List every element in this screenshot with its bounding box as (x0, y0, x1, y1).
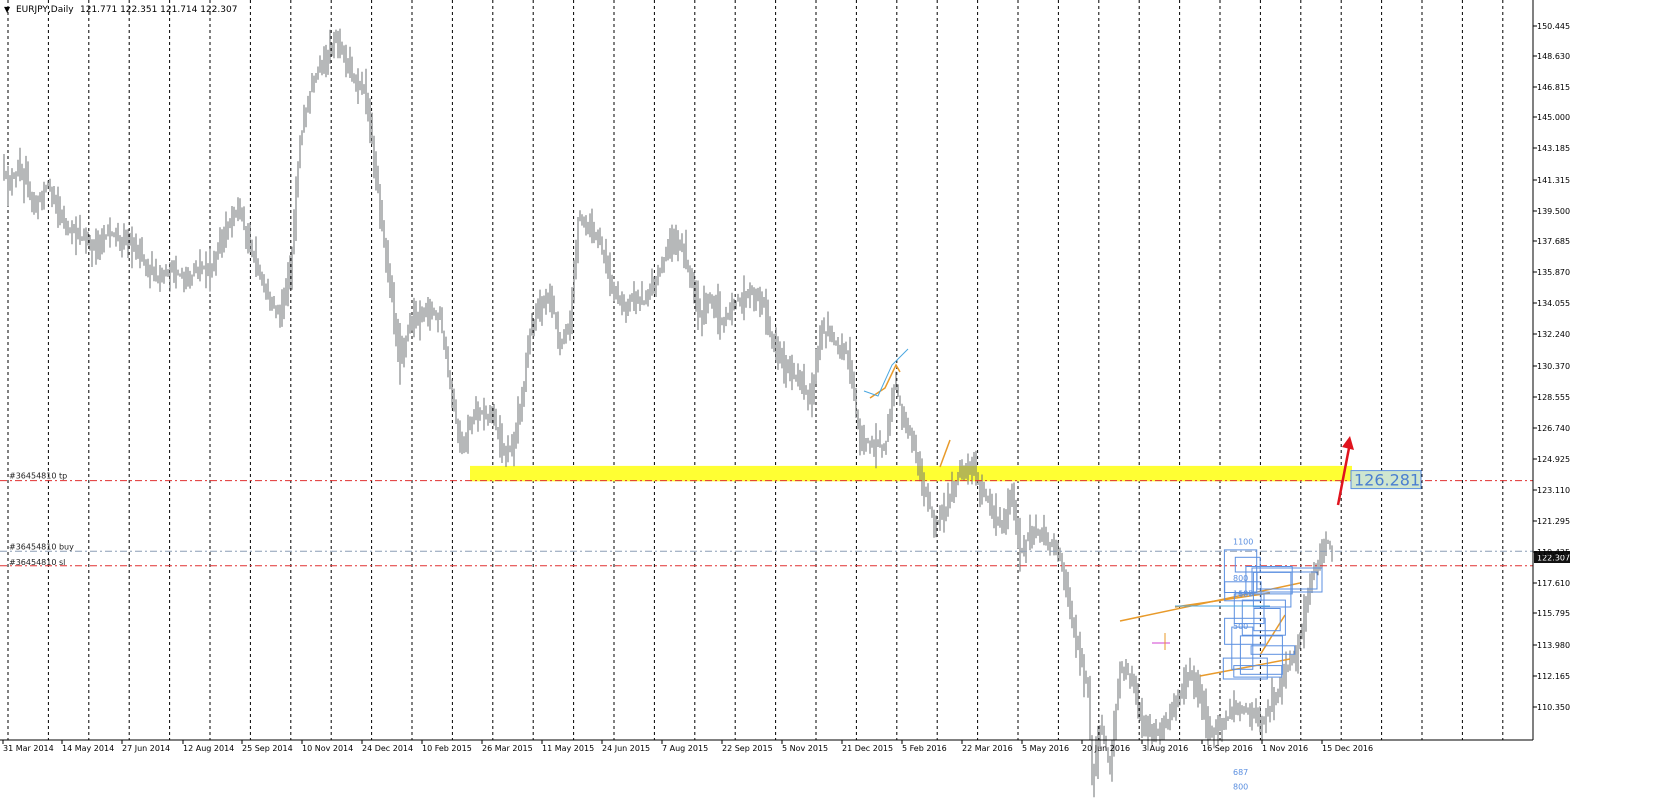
fib-level-label: 800 (1233, 574, 1248, 583)
price-tick-label: 148.630 (1537, 52, 1570, 61)
fib-level-label: 1100 (1233, 538, 1253, 547)
fib-level-label: 687 (1238, 590, 1253, 599)
swing-line[interactable] (869, 363, 901, 399)
level-label-sl: #36454810 sl (9, 558, 65, 567)
time-tick-label: 22 Mar 2016 (962, 744, 1013, 753)
fib-level-box[interactable] (1241, 599, 1286, 636)
fib-level-box[interactable] (1250, 645, 1296, 655)
time-tick-label: 16 Sep 2016 (1202, 744, 1253, 753)
bid-price-box (1534, 551, 1570, 563)
fib-level-box[interactable] (1251, 567, 1323, 593)
time-tick-label: 15 Dec 2016 (1322, 744, 1373, 753)
price-tick-label: 135.870 (1537, 268, 1570, 277)
time-tick-label: 24 Jun 2015 (602, 744, 650, 753)
menu-arrow-icon[interactable]: ▼ (4, 5, 11, 14)
fib-level-box[interactable] (1233, 665, 1283, 678)
price-tick-label: 117.610 (1537, 579, 1570, 588)
target-arrow-icon (1336, 447, 1351, 506)
time-tick-label: 21 Dec 2015 (842, 744, 893, 753)
time-tick-label: 5 Feb 2016 (902, 744, 947, 753)
price-tick-label: 124.925 (1537, 455, 1570, 464)
fib-level-box[interactable] (1239, 635, 1283, 675)
price-tick-label: 130.370 (1537, 362, 1570, 371)
symbol-label: EURJPY,Daily (16, 5, 74, 15)
fibonacci-cluster[interactable] (1175, 549, 1323, 680)
fib-level-box[interactable] (1245, 566, 1293, 595)
ohlc-values: 121.771 122.351 121.714 122.307 (80, 5, 237, 15)
time-tick-label: 10 Nov 2014 (302, 744, 353, 753)
target-zone (470, 465, 1352, 482)
level-label-buy: #36454810 buy (9, 542, 74, 551)
fib-level-box[interactable] (1223, 549, 1258, 594)
price-tick-label: 146.815 (1537, 83, 1570, 92)
time-tick-label: 10 Feb 2015 (422, 744, 472, 753)
time-tick-label: 12 Aug 2014 (183, 744, 234, 753)
fib-level-box[interactable] (1231, 626, 1254, 670)
time-tick-label: 20 Jun 2016 (1082, 744, 1130, 753)
level-label-tp: #36454810 tp (9, 472, 67, 481)
trend-line[interactable] (1199, 658, 1291, 677)
fib-level-label: 500 (1233, 622, 1248, 631)
time-tick-label: 11 May 2015 (542, 744, 594, 753)
price-tick-label: 132.240 (1537, 330, 1570, 339)
fib-level-box[interactable] (1224, 617, 1266, 645)
fib-level-box[interactable] (1253, 608, 1281, 632)
fib-level-box[interactable] (1234, 556, 1261, 573)
price-tick-label: 112.165 (1537, 672, 1570, 681)
price-tick-label: 134.055 (1537, 299, 1570, 308)
price-tick-label: 145.000 (1537, 113, 1570, 122)
time-tick-label: 5 May 2016 (1022, 744, 1069, 753)
price-tick-label: 139.500 (1537, 207, 1570, 216)
time-tick-label: 22 Sep 2015 (722, 744, 773, 753)
swing-line[interactable] (863, 348, 909, 397)
price-tick-label: 143.185 (1537, 144, 1570, 153)
chart-header: ▼ EURJPY,Daily 121.771 122.351 121.714 1… (4, 5, 237, 15)
price-tick-label: 113.980 (1537, 641, 1570, 650)
drawing-objects[interactable]: 126.281110080011006875006878001100 (863, 348, 1422, 803)
fib-level-box[interactable] (1222, 657, 1268, 680)
price-tick-label: 119.425 (1537, 548, 1570, 557)
time-tick-label: 25 Sep 2014 (242, 744, 293, 753)
fib-level-label: 800 (1233, 783, 1248, 792)
target-price-box[interactable] (1350, 470, 1422, 490)
target-arrow-head-icon (1342, 436, 1354, 450)
target-zone-rect (470, 465, 1352, 482)
time-tick-label: 7 Aug 2015 (662, 744, 708, 753)
time-tick-label: 1 Nov 2016 (1262, 744, 1308, 753)
price-tick-label: 141.315 (1537, 176, 1570, 185)
trend-line[interactable] (1174, 592, 1271, 608)
time-tick-label: 31 Mar 2014 (3, 744, 54, 753)
price-scale[interactable]: 150.445 148.630 146.815 145.000 143.185 141.3… (1533, 22, 1570, 712)
time-tick-label: 26 Mar 2015 (482, 744, 533, 753)
price-tick-label: 110.350 (1537, 703, 1570, 712)
price-tick-label: 115.795 (1537, 609, 1570, 618)
fib-level-box[interactable] (1224, 581, 1262, 602)
swing-line[interactable] (939, 439, 951, 468)
time-tick-label: 27 Jun 2014 (122, 744, 170, 753)
fib-level-label: 1100 (1233, 590, 1253, 599)
time-scale[interactable]: 31 Mar 2014 14 May 2014 27 Jun 2014 12 Aug … (2, 740, 1373, 753)
price-tick-label: 137.685 (1537, 237, 1570, 246)
price-tick-label: 128.555 (1537, 393, 1570, 402)
fib-level-box[interactable] (1256, 571, 1318, 590)
price-tick-label: 121.295 (1537, 517, 1570, 526)
price-tick-label: 150.445 (1537, 22, 1570, 31)
time-tick-label: 24 Dec 2014 (362, 744, 413, 753)
price-bars (3, 28, 1333, 798)
target-price-label: 126.281 (1354, 471, 1420, 490)
time-tick-label: 5 Nov 2015 (782, 744, 828, 753)
bid-price-label: 122.307 (1537, 554, 1570, 563)
time-tick-label: 3 Aug 2016 (1142, 744, 1188, 753)
order-levels[interactable]: #36454810 tp #36454810 buy #36454810 sl 122… (0, 472, 1570, 567)
time-tick-label: 14 May 2014 (62, 744, 114, 753)
axes: 150.445 148.630 146.815 145.000 143.185 141.3… (0, 0, 1570, 753)
price-tick-label: 123.110 (1537, 486, 1570, 495)
price-tick-label: 126.740 (1537, 424, 1570, 433)
fib-level-label: 687 (1233, 768, 1248, 777)
